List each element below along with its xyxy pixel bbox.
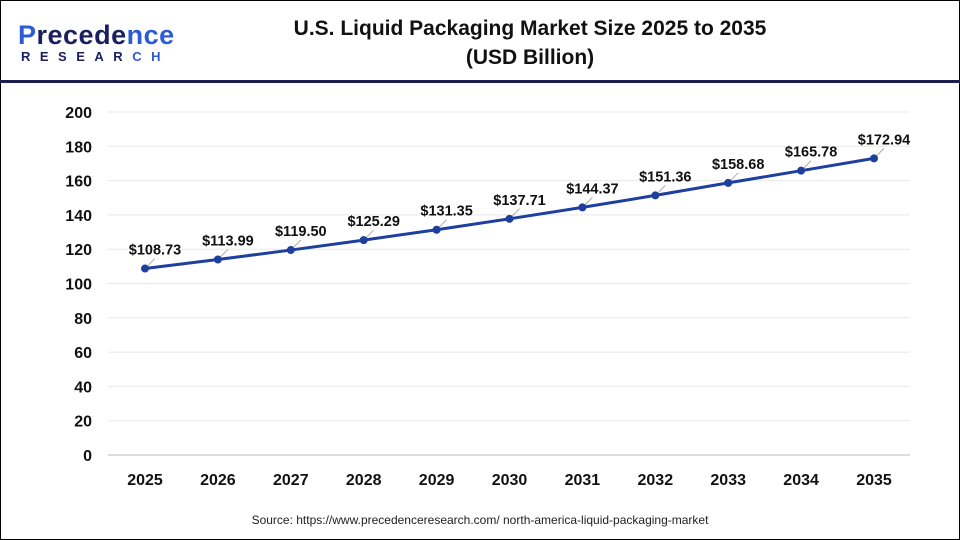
data-label: $144.37 xyxy=(566,181,618,197)
data-label: $125.29 xyxy=(347,214,399,230)
logo-text: P xyxy=(18,20,37,50)
x-tick-label: 2027 xyxy=(273,472,309,489)
data-label: $119.50 xyxy=(275,224,327,240)
y-tick-label: 40 xyxy=(74,379,92,396)
x-tick-label: 2028 xyxy=(346,472,382,489)
x-tick-label: 2032 xyxy=(638,472,674,489)
data-point xyxy=(432,225,441,234)
data-point xyxy=(505,214,514,223)
data-point xyxy=(724,178,733,187)
y-tick-label: 140 xyxy=(65,208,92,225)
data-label: $137.71 xyxy=(493,193,545,209)
y-tick-label: 200 xyxy=(65,105,92,122)
x-tick-label: 2035 xyxy=(856,472,892,489)
data-label: $108.73 xyxy=(129,243,181,259)
title-line-2: (USD Billion) xyxy=(465,46,595,69)
logo-text: RESEAR xyxy=(21,49,133,64)
data-point xyxy=(578,203,587,212)
y-tick-label: 120 xyxy=(65,242,92,259)
logo-text: CH xyxy=(132,49,170,64)
data-point xyxy=(359,236,368,245)
source-text: Source: https://www.precedenceresearch.c… xyxy=(251,513,709,527)
x-tick-label: 2026 xyxy=(200,472,236,489)
data-point xyxy=(286,246,295,255)
y-tick-label: 180 xyxy=(65,139,92,156)
data-point xyxy=(651,191,660,200)
logo-text: nce xyxy=(126,20,175,50)
data-point xyxy=(870,154,878,163)
x-tick-label: 2033 xyxy=(710,472,746,489)
x-tick-label: 2029 xyxy=(419,472,455,489)
precedence-research-logo: Precedence RESEARCH xyxy=(18,22,175,65)
y-tick-label: 100 xyxy=(65,277,92,294)
data-label: $113.99 xyxy=(202,234,254,250)
x-tick-label: 2031 xyxy=(565,472,601,489)
data-label: $151.36 xyxy=(639,169,691,185)
series-line xyxy=(144,156,875,271)
y-tick-label: 60 xyxy=(74,345,92,362)
data-label: $131.35 xyxy=(420,204,472,220)
logo-text: recede xyxy=(36,20,127,50)
data-label: $158.68 xyxy=(712,157,764,173)
chart-title: U.S. Liquid Packaging Market Size 2025 t… xyxy=(230,14,830,72)
data-label: $172.94 xyxy=(858,132,910,148)
title-line-1: U.S. Liquid Packaging Market Size 2025 t… xyxy=(293,17,767,40)
data-point xyxy=(141,264,149,273)
x-tick-label: 2034 xyxy=(783,472,819,489)
y-tick-label: 160 xyxy=(65,174,92,191)
y-tick-label: 20 xyxy=(74,414,92,431)
data-point xyxy=(213,255,222,264)
header-divider xyxy=(0,80,960,83)
data-label: $165.78 xyxy=(785,145,837,161)
x-tick-label: 2030 xyxy=(492,472,528,489)
y-tick-label: 0 xyxy=(83,448,92,465)
y-tick-label: 80 xyxy=(74,311,92,328)
x-tick-label: 2025 xyxy=(127,472,163,489)
data-point xyxy=(797,166,806,175)
